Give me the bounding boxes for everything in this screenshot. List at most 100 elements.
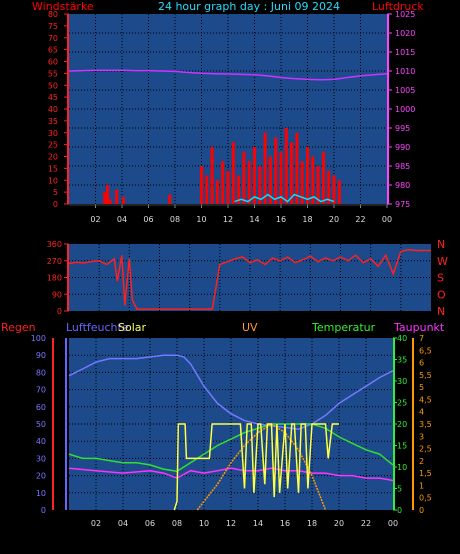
x-tick-label: 10: [196, 215, 206, 224]
y-tick-label-direction: 90: [52, 290, 62, 299]
series-boeen-line: [234, 193, 335, 203]
y-tick-label-left: 15: [48, 164, 58, 173]
y-tick-label-right: 975: [395, 200, 410, 209]
y-tick-label-left: 10: [48, 176, 58, 185]
y-tick-label-temperatur: 0: [397, 506, 402, 515]
x-tick-label: 16: [280, 519, 290, 528]
taupunkt-axis-title: Taupunkt: [393, 321, 445, 334]
y-tick-label-left: 35: [48, 117, 58, 126]
y-tick-label-right: 1025: [395, 10, 415, 19]
x-tick-label: 10: [199, 519, 209, 528]
y-tick-label-left: 20: [48, 153, 58, 162]
y-tick-label-left: 60: [48, 58, 58, 67]
series-luftfeuchte-line: [68, 354, 394, 430]
y-tick-label-regen: 40: [36, 437, 46, 446]
y-tick-label-direction: 0: [57, 307, 62, 316]
series-taupunkt-line: [68, 467, 394, 482]
y-tick-label-direction: 360: [47, 240, 62, 249]
y-tick-label-left: 30: [48, 129, 58, 138]
y-tick-label-taupunkt: 5,5: [419, 371, 432, 380]
x-tick-label: 16: [276, 215, 286, 224]
y-tick-label-direction: 270: [47, 257, 62, 266]
y-tick-label-taupunkt: 0: [419, 506, 424, 515]
y-tick-label-right: 1005: [395, 86, 415, 95]
luftfeuchte-axis-title: Luftfeuchte: [66, 321, 129, 334]
y-tick-label-left: 80: [48, 10, 58, 19]
y-tick-label-left: 40: [48, 105, 58, 114]
y-tick-label-right: 985: [395, 162, 410, 171]
y-tick-label-temperatur: 5: [397, 485, 402, 494]
x-tick-label: 12: [223, 215, 233, 224]
y-tick-label-direction: 180: [47, 274, 62, 283]
y-tick-label-right: 1010: [395, 67, 415, 76]
y-tick-label-regen: 20: [36, 472, 46, 481]
x-tick-label: 22: [361, 519, 371, 528]
y-tick-label-left: 25: [48, 141, 58, 150]
y-tick-label-temperatur: 20: [397, 420, 407, 429]
x-tick-label: 00: [388, 519, 398, 528]
y-tick-label-right: 1015: [395, 48, 415, 57]
y-tick-label-taupunkt: 4,5: [419, 395, 432, 404]
x-tick-label: 18: [302, 215, 312, 224]
regen-axis-title: Regen: [1, 321, 36, 334]
y-tick-label-regen: 60: [36, 403, 46, 412]
x-tick-label: 12: [226, 519, 236, 528]
x-tick-label: 18: [307, 519, 317, 528]
y-tick-label-taupunkt: 2,5: [419, 445, 432, 454]
y-tick-label-right: 1020: [395, 29, 415, 38]
y-tick-label-right: 980: [395, 181, 410, 190]
y-tick-label-regen: 80: [36, 368, 46, 377]
y-tick-label-taupunkt: 0,5: [419, 494, 432, 503]
y-tick-label-taupunkt: 1: [419, 481, 424, 490]
x-tick-label: 00: [382, 215, 392, 224]
compass-direction-label: W: [437, 255, 448, 268]
y-tick-label-regen: 0: [41, 506, 46, 515]
y-tick-label-taupunkt: 2: [419, 457, 424, 466]
x-tick-label: 14: [249, 215, 259, 224]
y-tick-label-taupunkt: 7: [419, 334, 424, 343]
y-tick-label-regen: 100: [31, 334, 46, 343]
x-tick-label: 22: [355, 215, 365, 224]
y-tick-label-regen: 90: [36, 351, 46, 360]
y-tick-label-left: 45: [48, 93, 58, 102]
y-tick-label-left: 55: [48, 69, 58, 78]
y-tick-label-regen: 50: [36, 420, 46, 429]
y-tick-label-taupunkt: 3: [419, 432, 424, 441]
compass-direction-label: N: [437, 305, 445, 318]
x-tick-label: 08: [170, 215, 180, 224]
uv-axis-title: UV: [242, 321, 258, 334]
compass-direction-label: O: [437, 288, 446, 301]
x-tick-label: 04: [118, 519, 128, 528]
y-tick-label-temperatur: 40: [397, 334, 407, 343]
y-tick-label-left: 70: [48, 34, 58, 43]
x-tick-label: 04: [117, 215, 127, 224]
y-tick-label-temperatur: 30: [397, 377, 407, 386]
series-solar-line: [173, 423, 339, 511]
x-tick-label: 14: [253, 519, 263, 528]
y-tick-label-left: 5: [53, 188, 58, 197]
x-tick-label: 02: [91, 519, 101, 528]
y-tick-label-temperatur: 35: [397, 356, 407, 365]
windstaerke-axis-title: Windstärke: [32, 0, 94, 13]
y-tick-label-left: 65: [48, 46, 58, 55]
y-tick-label-temperatur: 15: [397, 442, 407, 451]
y-tick-label-right: 995: [395, 124, 410, 133]
y-tick-label-left: 0: [53, 200, 58, 209]
chart-title: 24 hour graph day : Juni 09 2024: [158, 0, 340, 13]
series-uv-line: [196, 423, 327, 511]
y-tick-label-temperatur: 25: [397, 399, 407, 408]
series-temperatur-line: [68, 423, 394, 473]
y-tick-label-regen: 10: [36, 489, 46, 498]
x-tick-label: 02: [90, 215, 100, 224]
luftdruck-axis-title: Luftdruck: [372, 0, 424, 13]
x-tick-label: 06: [145, 519, 155, 528]
y-tick-label-taupunkt: 4: [419, 408, 424, 417]
y-tick-label-left: 75: [48, 22, 58, 31]
compass-direction-label: S: [437, 272, 444, 285]
y-tick-label-right: 1000: [395, 105, 415, 114]
y-tick-label-temperatur: 10: [397, 463, 407, 472]
y-tick-label-regen: 70: [36, 386, 46, 395]
series-windrichtung-line: [68, 248, 431, 310]
y-tick-label-taupunkt: 5: [419, 383, 424, 392]
